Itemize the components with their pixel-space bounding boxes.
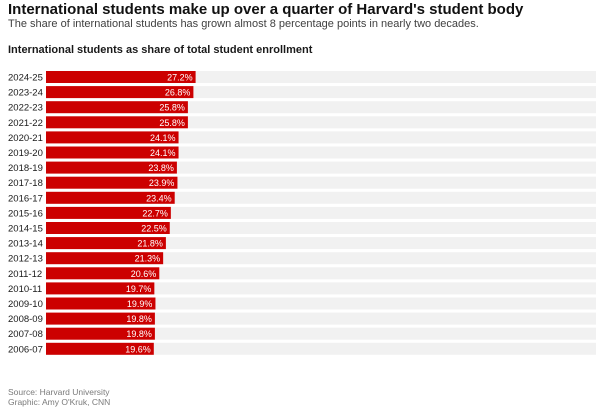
bar-track (46, 312, 596, 325)
bar-2016-17 (46, 191, 175, 204)
source-note: Source: Harvard University (8, 387, 110, 397)
category-label: 2020-21 (8, 133, 43, 144)
category-label: 2007-08 (8, 329, 43, 340)
bar-2015-16 (46, 206, 171, 219)
bar-track (46, 327, 596, 340)
bar-track (46, 131, 596, 144)
category-label: 2019-20 (8, 148, 43, 159)
bar-2019-20 (46, 146, 179, 159)
value-label: 21.3% (135, 254, 161, 264)
bar-2022-23 (46, 101, 188, 114)
category-label: 2024-25 (8, 73, 43, 84)
category-label: 2018-19 (8, 163, 43, 174)
chart-title: International students as share of total… (8, 44, 313, 56)
category-label: 2023-24 (8, 88, 43, 99)
bar-2017-18 (46, 176, 178, 189)
category-label: 2021-22 (8, 118, 43, 129)
bar-track (46, 161, 596, 174)
bar-2012-13 (46, 252, 164, 265)
bar-track (46, 176, 596, 189)
value-label: 20.6% (131, 269, 157, 279)
bar-track (46, 146, 596, 159)
bar-track (46, 297, 596, 310)
bar-2006-07 (46, 342, 154, 355)
bar-2011-12 (46, 267, 160, 280)
category-label: 2016-17 (8, 193, 43, 204)
page-subtitle: The share of international students has … (8, 18, 479, 30)
value-label: 25.8% (159, 103, 185, 113)
category-label: 2010-11 (8, 284, 42, 295)
bar-2010-11 (46, 282, 155, 295)
category-label: 2011-12 (8, 269, 42, 280)
bar-track (46, 267, 596, 280)
bar-2023-24 (46, 86, 194, 99)
bar-track (46, 342, 596, 355)
category-label: 2009-10 (8, 299, 43, 310)
value-label: 23.9% (149, 178, 175, 188)
value-label: 23.8% (148, 163, 174, 173)
value-label: 19.8% (126, 314, 152, 324)
bar-2024-25 (46, 71, 196, 83)
value-label: 27.2% (167, 73, 193, 83)
bar-2013-14 (46, 237, 166, 250)
value-label: 19.8% (126, 329, 152, 339)
bar-track (46, 282, 596, 295)
bar-track (46, 222, 596, 234)
category-label: 2006-07 (8, 344, 43, 355)
bar-2007-08 (46, 327, 155, 340)
value-label: 24.1% (150, 148, 176, 158)
value-label: 24.1% (150, 133, 176, 143)
bar-2008-09 (46, 312, 155, 325)
bar-track (46, 206, 596, 219)
category-label: 2013-14 (8, 239, 43, 250)
value-label: 23.4% (146, 193, 172, 203)
value-label: 19.9% (127, 299, 153, 309)
bar-track (46, 191, 596, 204)
category-label: 2008-09 (8, 314, 43, 325)
category-label: 2012-13 (8, 254, 43, 265)
category-label: 2014-15 (8, 224, 43, 235)
bar-2014-15 (46, 222, 170, 234)
value-label: 19.6% (125, 344, 151, 354)
bar-2020-21 (46, 131, 179, 144)
bar-2018-19 (46, 161, 177, 174)
bar-2021-22 (46, 116, 188, 129)
graphic-credit: Graphic: Amy O'Kruk, CNN (8, 397, 111, 407)
value-label: 26.8% (165, 88, 191, 98)
category-label: 2015-16 (8, 208, 43, 219)
page-title: International students make up over a qu… (8, 1, 524, 18)
category-label: 2017-18 (8, 178, 43, 189)
category-label: 2022-23 (8, 103, 43, 114)
value-label: 21.8% (137, 239, 163, 249)
value-label: 25.8% (159, 118, 185, 128)
bar-2009-10 (46, 297, 156, 310)
bar-track (46, 237, 596, 250)
bar-track (46, 252, 596, 265)
value-label: 22.7% (142, 208, 168, 218)
value-label: 19.7% (126, 284, 152, 294)
value-label: 22.5% (141, 224, 167, 234)
